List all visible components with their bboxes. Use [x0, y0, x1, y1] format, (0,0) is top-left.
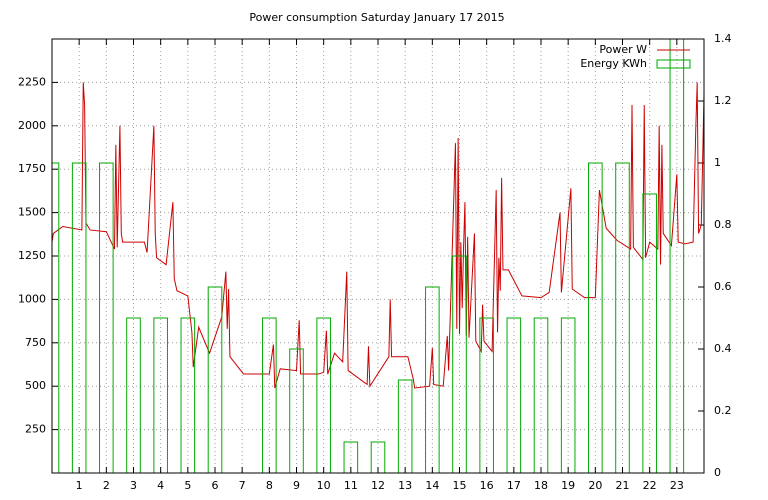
x-tick-label: 23: [670, 479, 684, 492]
y2-tick-label: 0.2: [714, 404, 732, 417]
y-tick-label: 750: [25, 336, 46, 349]
y-tick-label: 1500: [18, 206, 46, 219]
x-tick-label: 19: [561, 479, 575, 492]
energy-bar: [126, 317, 141, 473]
y2-tick-label: 1: [714, 156, 721, 169]
y2-tick-label: 0.8: [714, 218, 732, 231]
energy-bar: [71, 162, 87, 473]
x-tick-label: 14: [425, 479, 439, 492]
energy-bar: [615, 162, 630, 473]
energy-bar: [642, 193, 657, 473]
x-tick-label: 3: [130, 479, 137, 492]
energy-bar: [316, 317, 331, 473]
energy-bar: [506, 317, 522, 473]
x-tick-label: 1: [76, 479, 83, 492]
y2-tick-label: 1.4: [714, 32, 732, 45]
x-tick-label: 21: [616, 479, 630, 492]
energy-bar: [588, 162, 603, 473]
y-tick-label: 500: [25, 379, 46, 392]
x-tick-label: 17: [507, 479, 521, 492]
plot-frame: [51, 38, 705, 474]
plot-area: [52, 39, 704, 473]
energy-bar: [452, 255, 467, 473]
energy-bar: [425, 286, 440, 473]
y-tick-label: 1750: [18, 162, 46, 175]
x-tick-label: 18: [534, 479, 548, 492]
x-tick-label: 4: [157, 479, 164, 492]
power-line: [52, 82, 704, 389]
energy-bar: [370, 441, 386, 473]
legend-swatch: [656, 59, 691, 69]
x-tick-label: 10: [317, 479, 331, 492]
energy-bar: [52, 162, 60, 473]
energy-bar: [343, 441, 359, 473]
chart-title: Power consumption Saturday January 17 20…: [249, 11, 504, 24]
x-tick-label: 9: [293, 479, 300, 492]
y-tick-label: 1000: [18, 292, 46, 305]
legend-label: Power W: [599, 43, 647, 56]
x-tick-label: 13: [398, 479, 412, 492]
x-tick-label: 5: [184, 479, 191, 492]
x-tick-label: 2: [103, 479, 110, 492]
y2-tick-label: 0: [714, 466, 721, 479]
energy-bar: [207, 286, 223, 473]
y2-tick-label: 0.6: [714, 280, 732, 293]
x-tick-label: 8: [266, 479, 273, 492]
legend-label: Energy KWh: [580, 57, 647, 70]
y2-tick-label: 0.4: [714, 342, 732, 355]
x-tick-label: 16: [480, 479, 494, 492]
x-tick-label: 22: [643, 479, 657, 492]
energy-bar: [533, 317, 549, 473]
x-tick-label: 6: [212, 479, 219, 492]
energy-bar: [180, 317, 196, 473]
x-tick-label: 12: [371, 479, 385, 492]
energy-bar: [262, 317, 277, 473]
energy-bar: [289, 348, 304, 473]
energy-bar: [560, 317, 576, 473]
x-tick-label: 7: [239, 479, 246, 492]
y-tick-label: 2250: [18, 75, 46, 88]
y2-tick-label: 1.2: [714, 94, 732, 107]
energy-bar: [99, 162, 114, 473]
y-tick-label: 250: [25, 423, 46, 436]
y-tick-label: 1250: [18, 249, 46, 262]
energy-bar: [669, 39, 685, 473]
x-tick-label: 11: [344, 479, 358, 492]
x-tick-label: 20: [588, 479, 602, 492]
energy-bar: [153, 317, 168, 473]
y-tick-label: 2000: [18, 119, 46, 132]
energy-bar: [397, 379, 413, 473]
energy-bar: [479, 317, 494, 473]
x-tick-label: 15: [453, 479, 467, 492]
